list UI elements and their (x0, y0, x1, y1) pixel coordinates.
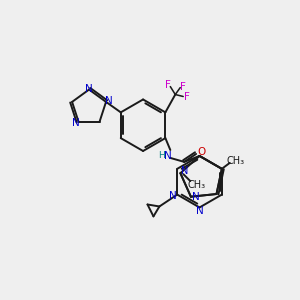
Text: F: F (180, 82, 186, 92)
Text: F: F (184, 92, 190, 103)
Text: N: N (85, 84, 93, 94)
Text: N: N (169, 190, 177, 201)
Text: N: N (72, 118, 80, 128)
Text: N: N (105, 96, 113, 106)
Text: N: N (192, 192, 200, 202)
Text: N: N (181, 166, 188, 176)
Text: F: F (165, 80, 171, 90)
Text: H: H (158, 152, 165, 160)
Text: N: N (164, 151, 172, 161)
Text: CH₃: CH₃ (227, 156, 245, 166)
Text: CH₃: CH₃ (187, 180, 205, 190)
Text: N: N (196, 206, 203, 216)
Text: O: O (197, 147, 205, 157)
